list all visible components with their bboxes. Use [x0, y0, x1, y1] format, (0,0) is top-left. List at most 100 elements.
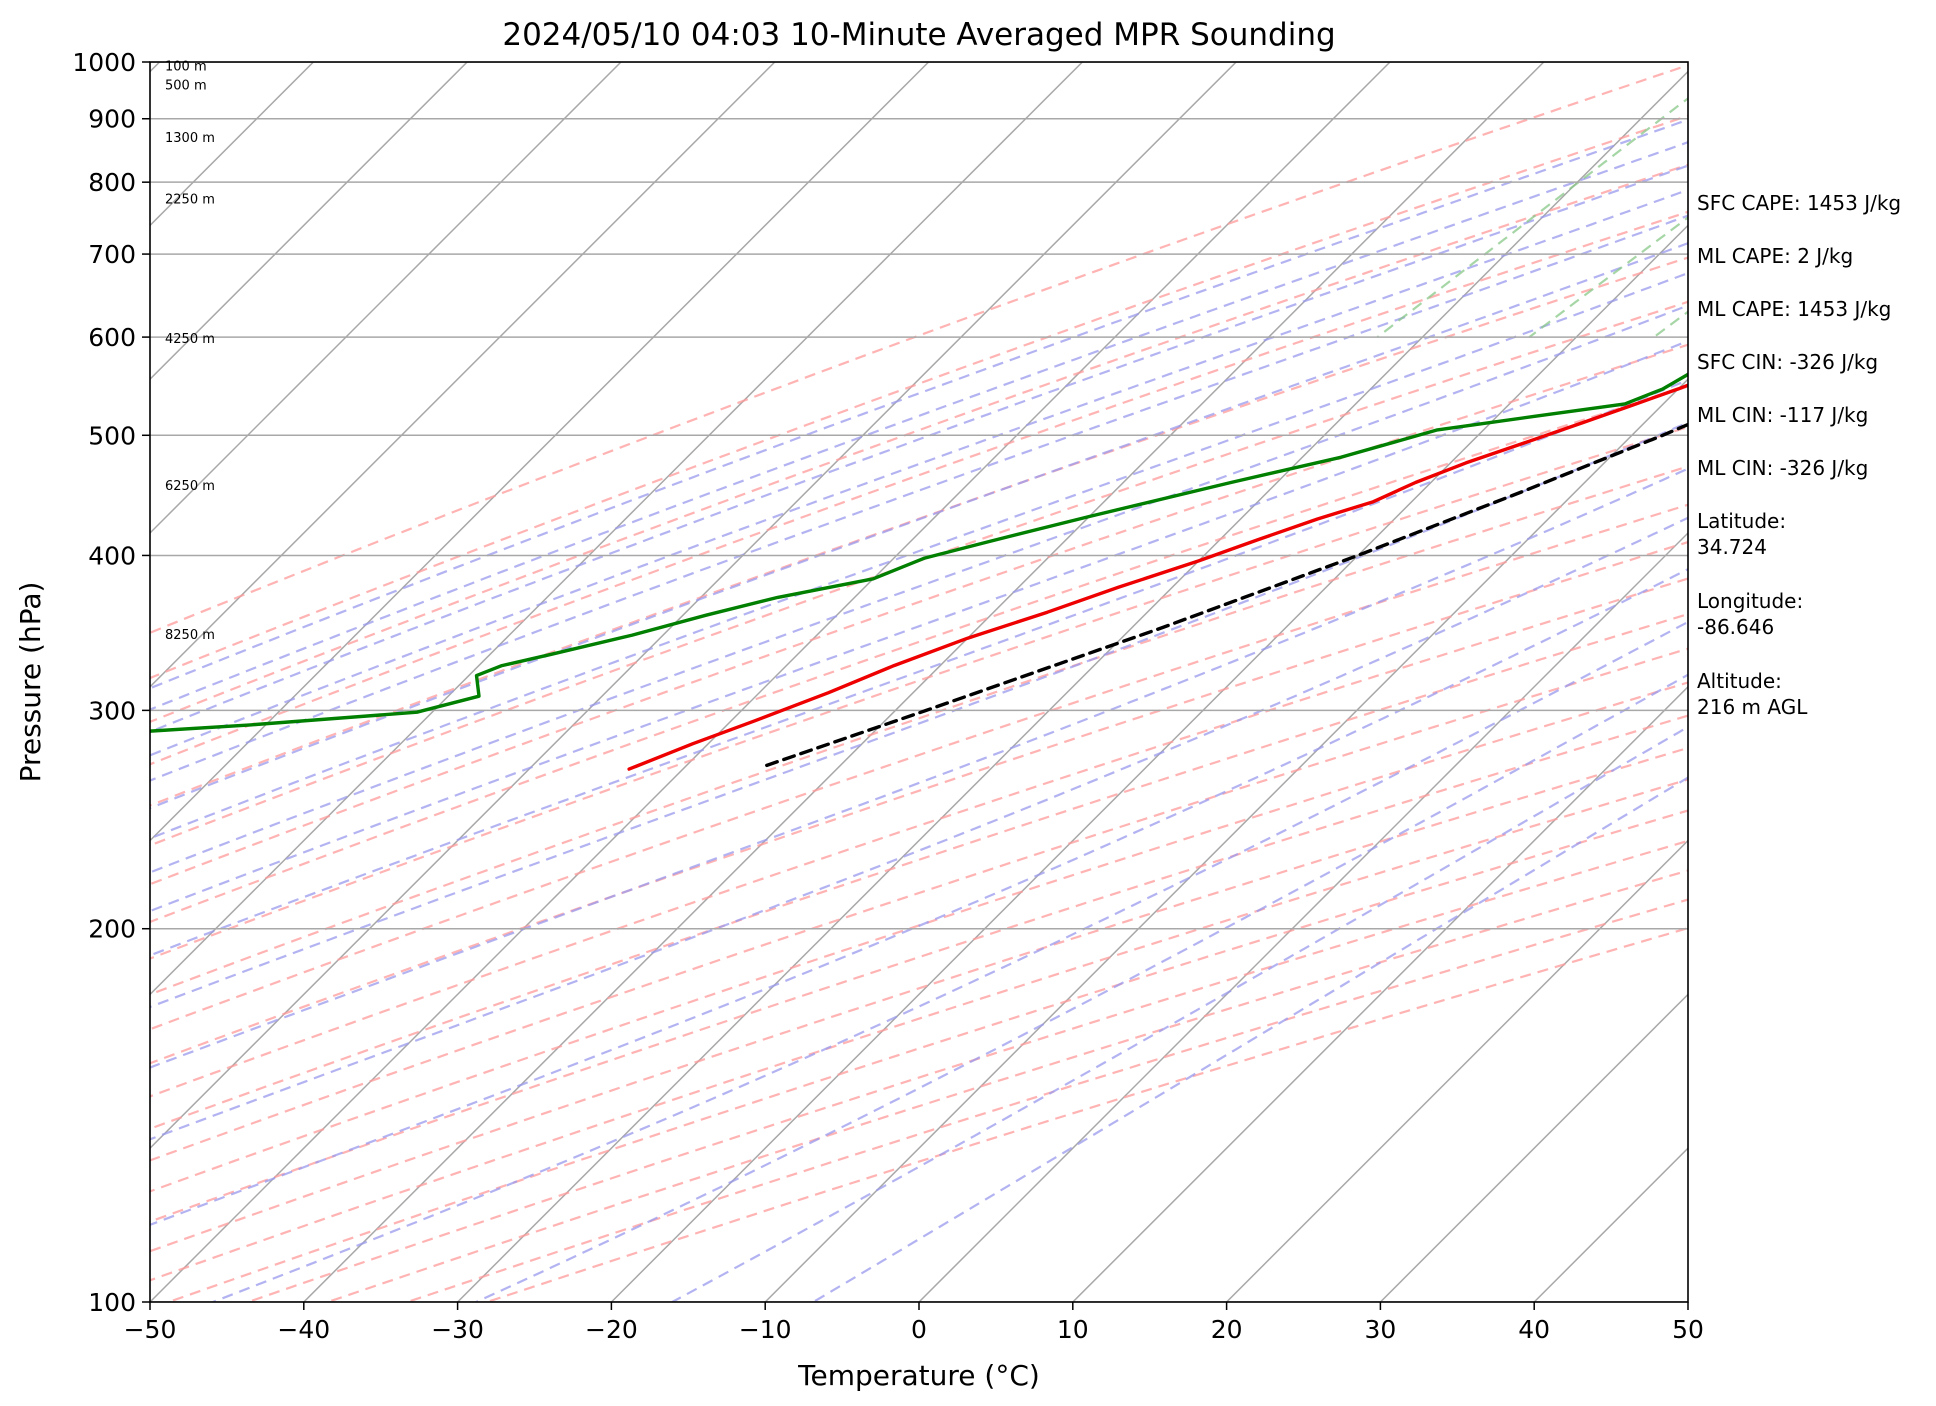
- dry-adiabat-line: [150, 425, 1688, 960]
- moist-adiabat-line: [150, 141, 1688, 711]
- y-tick-label: 1000: [72, 48, 136, 77]
- y-tick-label: 400: [88, 541, 136, 570]
- dewpoint-profile-line: [150, 372, 1688, 733]
- dry-adiabat-line: [150, 778, 1688, 1282]
- temperature-profile-line: [627, 383, 1688, 771]
- isotherm-line: [150, 62, 1391, 1302]
- x-tick-label: −30: [431, 1315, 484, 1344]
- pressure-gridlines: [150, 62, 1688, 1302]
- isotherm-line: [303, 62, 1545, 1302]
- height-label: 500 m: [165, 79, 207, 94]
- dry-adiabat-line: [150, 210, 1688, 766]
- background-lines: [0, 62, 1936, 1302]
- x-tick-label: 10: [1057, 1315, 1089, 1344]
- moist-adiabat-line: [150, 567, 1688, 1227]
- height-label: 8250 m: [165, 628, 215, 643]
- dry-adiabat-line: [150, 746, 1688, 1253]
- x-tick-label: 20: [1211, 1315, 1243, 1344]
- isotherm-line: [150, 62, 930, 842]
- x-axis-label: Temperature (°C): [797, 1359, 1040, 1392]
- x-tick-label: −20: [585, 1315, 638, 1344]
- moist-adiabat-line: [212, 620, 1688, 1302]
- dry-adiabat-line: [150, 114, 1688, 680]
- y-tick-label: 300: [88, 696, 136, 725]
- isotherm-line: [1379, 993, 1688, 1302]
- x-tick-label: 50: [1672, 1315, 1704, 1344]
- x-tick-label: 30: [1364, 1315, 1396, 1344]
- height-label: 6250 m: [165, 479, 215, 494]
- stat-label: ML CIN: -117 J/kg: [1697, 403, 1868, 427]
- dry-adiabat-line: [150, 647, 1688, 1162]
- height-labels: 8250 m 6250 m 4250 m 2250 m 1300 m 500 m 100 m: [165, 59, 215, 643]
- dry-adiabat-line: [150, 300, 1688, 847]
- y-tick-label: 900: [88, 105, 136, 134]
- moist-adiabat-line: [812, 776, 1688, 1302]
- stat-value: -86.646: [1697, 615, 1774, 639]
- mixing-ratio-line: [1931, 62, 1936, 337]
- x-tick-label: −10: [739, 1315, 792, 1344]
- isotherm-line: [918, 531, 1688, 1302]
- y-tick-label: 800: [88, 168, 136, 197]
- x-tick-label: −40: [277, 1315, 330, 1344]
- isotherm-line: [457, 70, 1688, 1302]
- stat-label: Longitude:: [1697, 589, 1803, 613]
- dry-adiabat-line: [150, 612, 1688, 1130]
- stat-label: Altitude:: [1697, 669, 1782, 693]
- isotherm-line: [150, 62, 468, 381]
- moist-adiabat-line: [150, 118, 1688, 690]
- isotherm-line: [150, 62, 1083, 996]
- moist-adiabat-line: [150, 242, 1688, 810]
- x-tick-label: 40: [1518, 1315, 1550, 1344]
- isotherm-line: [764, 378, 1688, 1302]
- x-axis: −50 −40 −30 −20 −10 0 10 20 30 40 50: [124, 1302, 1704, 1344]
- chart-title: 2024/05/10 04:03 10-Minute Averaged MPR …: [502, 17, 1335, 53]
- stat-value: 34.724: [1697, 535, 1767, 559]
- stat-label: Latitude:: [1697, 509, 1786, 533]
- mixing-ratio-line: [1376, 97, 1688, 338]
- stat-value: 216 m AGL: [1697, 695, 1808, 719]
- y-tick-label: 500: [88, 421, 136, 450]
- moist-adiabat-line: [150, 516, 1688, 1141]
- isotherm-line: [150, 62, 1237, 1150]
- dry-adiabat-line: [150, 64, 1688, 634]
- isotherm-line: [610, 224, 1688, 1302]
- moist-adiabat-line: [150, 304, 1688, 874]
- y-tick-label: 200: [88, 915, 136, 944]
- dry-adiabat-line: [150, 163, 1688, 724]
- dry-adiabat-line: [150, 503, 1688, 1031]
- dry-adiabat-line: [150, 385, 1688, 924]
- x-tick-label: 0: [911, 1315, 927, 1344]
- moist-adiabat-line: [150, 421, 1688, 1009]
- dry-adiabat-line: [150, 540, 1688, 1065]
- height-label: 1300 m: [165, 131, 215, 146]
- moist-adiabat-line: [150, 339, 1688, 913]
- x-tick-label: −50: [124, 1315, 177, 1344]
- stat-label: ML CIN: -326 J/kg: [1697, 456, 1868, 480]
- stat-label: SFC CAPE: 1453 J/kg: [1697, 191, 1901, 215]
- stats-panel: SFC CAPE: 1453 J/kg ML CAPE: 2 J/kg ML CAP…: [1697, 191, 1901, 719]
- moist-adiabat-line: [150, 164, 1688, 734]
- isotherm-line: [0, 62, 6, 1302]
- isotherm-line: [1072, 685, 1688, 1302]
- y-tick-label: 100: [88, 1288, 136, 1317]
- series-layer: [150, 372, 1688, 771]
- isotherm-line: [150, 62, 776, 688]
- stat-label: SFC CIN: -326 J/kg: [1697, 350, 1878, 374]
- moist-adiabat-line: [150, 378, 1688, 957]
- moist-adiabat-line: [150, 467, 1688, 1069]
- height-label: 2250 m: [165, 192, 215, 207]
- y-axis: 1000 900 800 700 600 500 400 300 200 100: [72, 48, 150, 1317]
- isotherm-line: [1226, 839, 1688, 1302]
- dry-adiabat-line: [150, 343, 1688, 886]
- moist-adiabat-line: [150, 214, 1688, 782]
- y-tick-label: 700: [88, 240, 136, 269]
- height-label: 4250 m: [165, 332, 215, 347]
- stat-label: ML CAPE: 1453 J/kg: [1697, 297, 1891, 321]
- height-label: 100 m: [165, 59, 207, 74]
- isotherm-line: [150, 62, 622, 535]
- stat-label: ML CAPE: 2 J/kg: [1697, 244, 1853, 268]
- y-axis-label: Pressure (hPa): [14, 582, 47, 783]
- moist-adiabat-line: [150, 271, 1688, 840]
- mixing-ratio-line: [1528, 216, 1688, 338]
